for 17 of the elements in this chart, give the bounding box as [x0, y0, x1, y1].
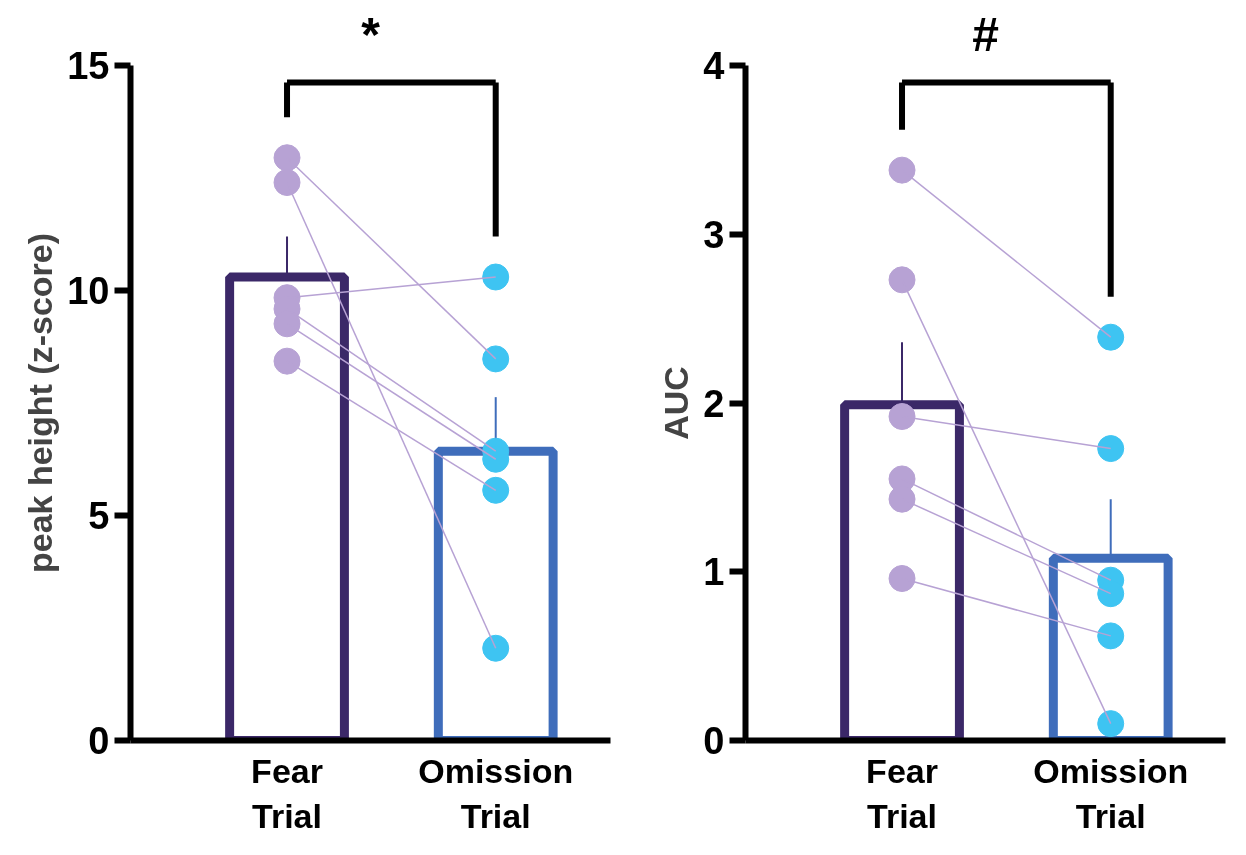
y-tick-label: 0 — [88, 720, 110, 762]
x-tick-label: Fear Trial — [251, 751, 323, 836]
x-tick-label: Omission Trial — [1033, 751, 1189, 836]
y-tick-label: 10 — [67, 270, 110, 312]
y-axis-title: peak height (z-score) — [21, 232, 60, 574]
y-tick-label: 15 — [67, 45, 110, 87]
y-tick-label: 2 — [703, 382, 725, 425]
y-tick-label: 3 — [703, 213, 725, 256]
y-tick-label: 1 — [703, 551, 725, 594]
y-tick-label: 5 — [88, 495, 110, 537]
y-tick-label: 0 — [703, 720, 725, 762]
x-tick-label: Omission Trial — [418, 751, 574, 836]
text: # — [972, 7, 999, 61]
y-axis-title: AUC — [657, 366, 696, 440]
y-tick-label: 4 — [703, 45, 725, 87]
x-tick-label: Fear Trial — [866, 751, 938, 836]
text: * — [361, 7, 381, 61]
